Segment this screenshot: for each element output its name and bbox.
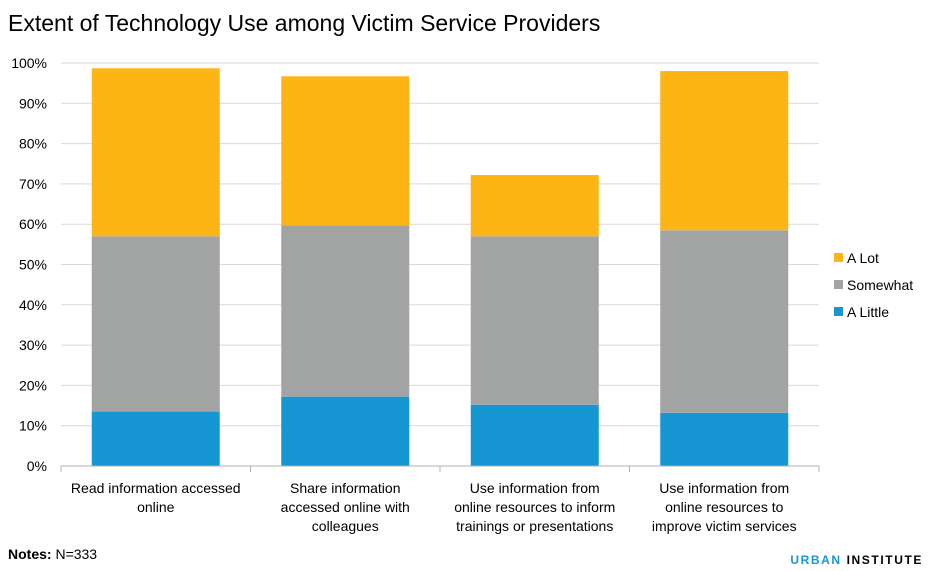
x-category-label: Use information from online resources to … <box>454 480 615 534</box>
x-category-label-line: trainings or presentations <box>456 518 613 534</box>
brand-urban: URBAN <box>790 553 842 567</box>
bar-segment-a-lot <box>660 71 789 231</box>
bar-segment-a-little <box>660 412 789 466</box>
x-category-label: Share information accessed online with col… <box>281 480 410 534</box>
bar-segment-a-lot <box>470 175 599 237</box>
y-tick-label: 80% <box>19 136 47 152</box>
x-category-label: Read information accessed online <box>71 480 241 515</box>
y-tick-label: 50% <box>19 257 47 273</box>
legend-label: Somewhat <box>847 277 913 293</box>
brand-logo: URBAN INSTITUTE <box>790 553 923 567</box>
x-axis <box>60 465 820 472</box>
bar-segment-somewhat <box>281 225 410 397</box>
stacked-bar-chart: 0% 10% 20% 30% 40% 50% 60% 70% 80% 90% 100% Read i… <box>11 55 913 534</box>
x-category-label-line: Share information <box>290 480 401 496</box>
y-tick-label: 30% <box>19 337 47 353</box>
y-tick-label: 100% <box>11 55 47 71</box>
bar-segment-a-little <box>470 404 599 466</box>
legend-label: A Little <box>847 304 889 320</box>
y-tick-label: 0% <box>27 458 47 474</box>
legend-swatch-somewhat <box>834 280 843 289</box>
legend-label: A Lot <box>847 250 879 266</box>
bar-segment-a-lot <box>91 68 220 237</box>
y-tick-label: 10% <box>19 418 47 434</box>
x-axis-category-labels: Read information accessed online Share inf… <box>71 480 797 534</box>
x-category-label-line: improve victim services <box>652 518 797 534</box>
notes-label: Notes: <box>8 546 52 562</box>
bar-segment-somewhat <box>470 236 599 405</box>
legend-swatch-a-lot <box>834 253 843 262</box>
x-category-label-line: online resources to inform <box>454 499 615 515</box>
y-tick-label: 40% <box>19 297 47 313</box>
x-category-label-line: Use information from <box>659 480 789 496</box>
legend: A Lot Somewhat A Little <box>834 250 913 320</box>
x-category-label-line: online resources to <box>665 499 784 515</box>
x-category-label-line: Read information accessed <box>71 480 241 496</box>
bars <box>91 68 789 466</box>
y-tick-label: 90% <box>19 95 47 111</box>
bar-segment-somewhat <box>91 236 220 412</box>
notes: Notes: N=333 <box>8 546 97 562</box>
notes-text: N=333 <box>51 546 98 562</box>
y-tick-label: 60% <box>19 216 47 232</box>
y-tick-label: 20% <box>19 377 47 393</box>
chart-title: Extent of Technology Use among Victim Se… <box>8 10 601 36</box>
brand-institute: INSTITUTE <box>841 553 923 567</box>
legend-swatch-a-little <box>834 307 843 316</box>
y-axis-tick-labels: 0% 10% 20% 30% 40% 50% 60% 70% 80% 90% 100% <box>11 55 47 474</box>
bar-segment-a-lot <box>281 76 410 226</box>
y-tick-label: 70% <box>19 176 47 192</box>
x-category-label-line: colleagues <box>312 518 379 534</box>
bar-segment-somewhat <box>660 230 789 413</box>
bar-segment-a-little <box>91 411 220 466</box>
x-category-label: Use information from online resources to i… <box>652 480 797 534</box>
bar-segment-a-little <box>281 396 410 466</box>
x-category-label-line: Use information from <box>470 480 600 496</box>
x-category-label-line: online <box>137 499 175 515</box>
x-category-label-line: accessed online with <box>281 499 410 515</box>
